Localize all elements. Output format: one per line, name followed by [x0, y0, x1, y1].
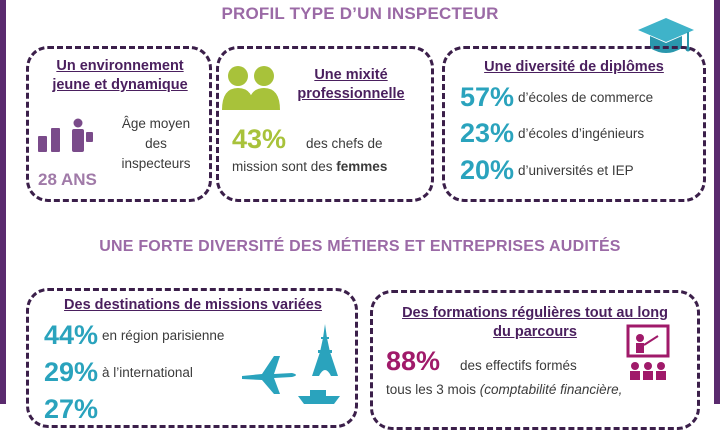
box-young-environment — [26, 46, 212, 202]
presentation-icon — [626, 324, 670, 380]
destination-row: 29% à l’international — [44, 357, 193, 388]
diploma-row: 23% d’écoles d’ingénieurs — [460, 118, 644, 152]
diploma-label: d’écoles d’ingénieurs — [518, 126, 645, 141]
box5-title: Des formations régulières tout au long du… — [382, 304, 688, 342]
destination-label: à l’international — [102, 365, 193, 380]
box1-title: Un environnement jeune et dynamique — [52, 58, 188, 93]
box3-title: Une diversité de diplômes — [484, 59, 664, 75]
diploma-label: d’universités et IEP — [518, 163, 634, 178]
women-percentage: 43% — [232, 124, 287, 154]
destination-pct: 27% — [44, 394, 99, 424]
women-icon — [222, 66, 280, 110]
airplane-icon — [242, 356, 296, 394]
destination-pct: 44% — [44, 320, 99, 350]
destination-row: 27% — [44, 394, 102, 425]
section-subtitle: UNE FORTE DIVERSITÉ DES MÉTIERS ET ENTRE… — [99, 238, 621, 255]
box2-title: Une mixité professionnelle — [297, 67, 405, 102]
training-text-line1: des effectifs formés — [460, 358, 577, 373]
box5-title-line2: du parcours — [493, 324, 577, 340]
women-text-bold: femmes — [336, 159, 388, 174]
people-chart-icon — [38, 118, 93, 152]
diploma-label: d’écoles de commerce — [518, 90, 654, 105]
ship-icon — [298, 390, 340, 404]
box5-title-line1: Des formations régulières tout au long — [402, 305, 668, 321]
right-accent-bar — [714, 0, 720, 404]
diploma-pct: 57% — [460, 82, 515, 112]
left-accent-bar — [0, 0, 6, 404]
women-text-prefix: mission sont des — [232, 159, 337, 174]
age-description: Âge moyen des inspecteurs — [121, 116, 191, 171]
box4-title: Des destinations de missions variées — [64, 297, 322, 313]
age-value: 28 ANS — [38, 170, 97, 189]
women-text-line1: des chefs de — [306, 136, 383, 151]
destination-pct: 29% — [44, 357, 99, 387]
training-text-line2: tous les 3 mois (comptabilité financière… — [386, 380, 622, 400]
diploma-row: 57% d’écoles de commerce — [460, 82, 653, 116]
training-text-italic: (comptabilité financière, — [479, 382, 623, 397]
women-text-line2: mission sont des femmes — [232, 157, 387, 177]
training-text-prefix: tous les 3 mois — [386, 382, 480, 397]
destination-label: en région parisienne — [102, 328, 225, 343]
training-percentage: 88% — [386, 346, 441, 376]
diploma-pct: 20% — [460, 155, 515, 185]
page-title: PROFIL TYPE D’UN INSPECTEUR — [221, 4, 499, 23]
destination-row: 44% en région parisienne — [44, 320, 224, 351]
diploma-row: 20% d’universités et IEP — [460, 155, 634, 189]
diploma-pct: 23% — [460, 118, 515, 148]
eiffel-tower-icon — [312, 324, 338, 376]
box-professional-diversity — [216, 46, 434, 202]
box-diploma-diversity — [442, 46, 706, 202]
